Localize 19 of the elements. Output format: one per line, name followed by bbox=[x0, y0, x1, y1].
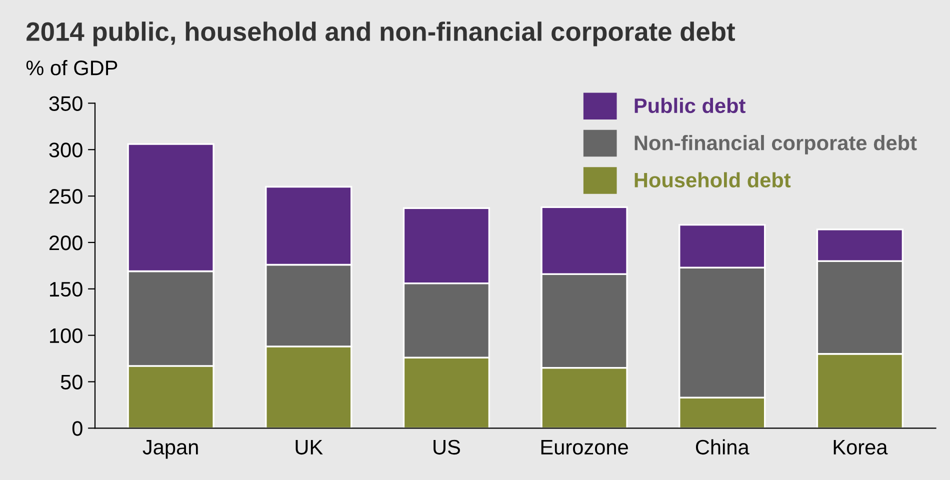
legend-label: Non-financial corporate debt bbox=[634, 135, 917, 154]
y-tick-label: 350 bbox=[49, 96, 82, 111]
y-tick-label: 200 bbox=[49, 235, 82, 250]
y-tick-label: 250 bbox=[49, 189, 82, 204]
y-axis-title: % of GDP bbox=[26, 60, 118, 76]
y-tick-label: 150 bbox=[50, 282, 82, 297]
y-tick-label: 300 bbox=[49, 142, 82, 158]
x-tick-label: UK bbox=[296, 440, 323, 455]
x-tick-label: Japan bbox=[142, 440, 198, 459]
legend-label: Household debt bbox=[634, 172, 791, 188]
x-tick-label: US bbox=[434, 440, 460, 455]
chart-title: 2014 public, household and non-financial corporate debt bbox=[26, 22, 735, 46]
x-tick-label: Korea bbox=[834, 440, 888, 455]
y-tick-label: 50 bbox=[60, 374, 82, 390]
x-tick-label: China bbox=[696, 439, 750, 455]
y-tick-label: 100 bbox=[50, 328, 82, 344]
y-tick-label: 0 bbox=[72, 421, 82, 436]
x-tick-label: Eurozone bbox=[541, 440, 628, 455]
legend-label: Public debt bbox=[634, 98, 746, 114]
